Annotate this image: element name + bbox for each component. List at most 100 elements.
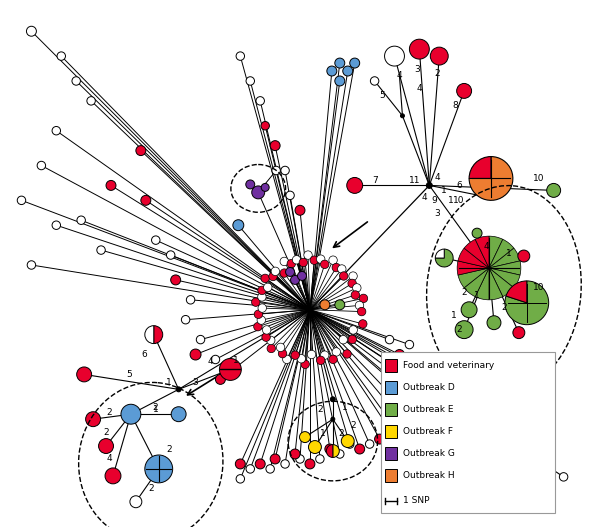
Circle shape (290, 276, 299, 285)
Circle shape (513, 327, 525, 338)
Circle shape (295, 205, 305, 215)
Circle shape (190, 349, 201, 360)
Circle shape (332, 263, 341, 272)
Circle shape (547, 183, 560, 197)
Text: 1: 1 (506, 249, 512, 258)
Text: 1 SNP: 1 SNP (403, 496, 430, 505)
Wedge shape (435, 249, 453, 267)
Text: 3: 3 (193, 378, 199, 387)
Circle shape (52, 221, 61, 230)
Text: Outbreak G: Outbreak G (403, 449, 455, 458)
Circle shape (170, 275, 181, 285)
Circle shape (359, 294, 368, 303)
Circle shape (301, 360, 310, 369)
Circle shape (262, 326, 271, 334)
Wedge shape (475, 268, 489, 300)
Circle shape (341, 435, 354, 448)
Circle shape (404, 424, 415, 434)
Circle shape (283, 355, 291, 364)
Text: 1: 1 (232, 356, 238, 365)
Text: 2: 2 (166, 445, 172, 454)
Circle shape (410, 415, 419, 423)
Circle shape (355, 301, 364, 309)
Circle shape (254, 323, 262, 331)
Circle shape (291, 351, 299, 360)
Circle shape (518, 250, 530, 262)
Circle shape (251, 298, 260, 306)
Text: 6: 6 (141, 350, 147, 359)
Circle shape (196, 335, 205, 344)
Circle shape (258, 304, 266, 313)
Circle shape (215, 374, 226, 384)
Wedge shape (489, 261, 521, 275)
Wedge shape (435, 249, 444, 258)
Text: 2: 2 (501, 303, 507, 312)
Circle shape (171, 407, 186, 422)
Circle shape (335, 58, 345, 68)
Wedge shape (154, 326, 163, 344)
Wedge shape (505, 281, 548, 325)
Circle shape (374, 434, 385, 444)
Circle shape (316, 356, 325, 364)
Text: 4: 4 (397, 71, 402, 80)
Circle shape (261, 121, 269, 130)
Circle shape (455, 320, 473, 338)
Circle shape (211, 355, 220, 364)
Bar (385, 403, 397, 416)
Text: Outbreak D: Outbreak D (403, 383, 455, 392)
Circle shape (290, 449, 300, 459)
Bar (385, 469, 397, 482)
Text: 2: 2 (338, 429, 344, 438)
Bar (385, 447, 397, 460)
Circle shape (310, 256, 319, 265)
Text: 5: 5 (126, 370, 132, 379)
Wedge shape (458, 268, 489, 288)
Circle shape (346, 440, 354, 448)
Text: 4: 4 (422, 193, 427, 202)
Circle shape (335, 76, 345, 86)
Circle shape (254, 310, 263, 318)
Wedge shape (145, 326, 154, 344)
Circle shape (325, 444, 335, 454)
Circle shape (257, 316, 266, 324)
Circle shape (339, 335, 347, 344)
Circle shape (349, 326, 358, 334)
Bar (385, 425, 397, 438)
Text: 4: 4 (208, 357, 213, 366)
Text: 1: 1 (153, 405, 158, 414)
Circle shape (77, 367, 92, 382)
Text: 6: 6 (456, 181, 462, 190)
Circle shape (145, 455, 173, 483)
Circle shape (434, 389, 444, 399)
Circle shape (236, 475, 245, 483)
Circle shape (327, 66, 337, 76)
Text: 3: 3 (415, 64, 420, 73)
Circle shape (307, 307, 313, 312)
Circle shape (430, 375, 439, 384)
Text: 2: 2 (461, 288, 467, 297)
Circle shape (298, 271, 307, 280)
Text: 7: 7 (372, 176, 377, 185)
Circle shape (130, 496, 142, 508)
Circle shape (271, 267, 280, 276)
Text: 1: 1 (442, 186, 447, 195)
Circle shape (72, 77, 80, 85)
Text: 2: 2 (317, 405, 323, 414)
Circle shape (277, 343, 285, 352)
Circle shape (299, 258, 308, 267)
Circle shape (331, 397, 335, 402)
Circle shape (270, 140, 280, 150)
Circle shape (365, 440, 374, 448)
Circle shape (280, 269, 289, 277)
Text: 9: 9 (431, 196, 437, 205)
Circle shape (335, 450, 344, 458)
Text: Outbreak F: Outbreak F (403, 427, 454, 436)
Wedge shape (464, 268, 489, 297)
Circle shape (351, 291, 359, 299)
Circle shape (355, 444, 365, 454)
Text: 4: 4 (416, 84, 422, 93)
Circle shape (305, 459, 315, 469)
Circle shape (181, 315, 190, 324)
Circle shape (258, 286, 266, 295)
Circle shape (430, 409, 439, 419)
